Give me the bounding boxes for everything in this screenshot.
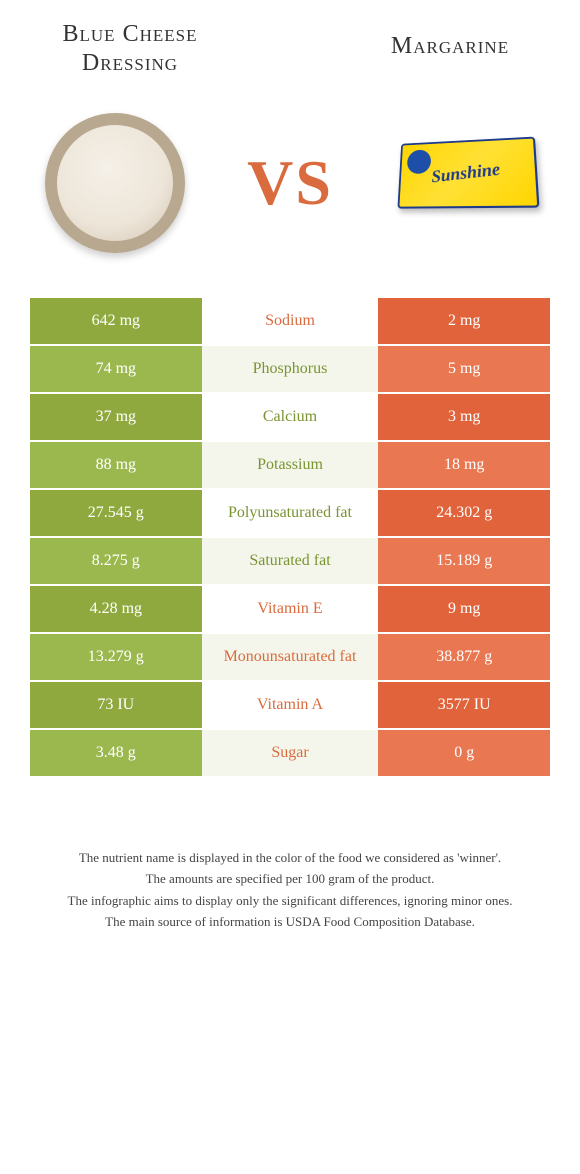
- table-row: 73 IUVitamin A3577 IU: [30, 681, 550, 729]
- vs-label: VS: [247, 146, 333, 220]
- margarine-icon: Sunshine: [396, 136, 541, 229]
- nutrient-label: Vitamin A: [202, 681, 379, 729]
- table-row: 37 mgCalcium3 mg: [30, 393, 550, 441]
- nutrition-table: 642 mgSodium2 mg74 mgPhosphorus5 mg37 mg…: [30, 298, 550, 778]
- food-image-left: [40, 108, 190, 258]
- table-row: 27.545 gPolyunsaturated fat24.302 g: [30, 489, 550, 537]
- table-row: 13.279 gMonounsaturated fat38.877 g: [30, 633, 550, 681]
- nutrient-label: Saturated fat: [202, 537, 379, 585]
- value-left: 4.28 mg: [30, 585, 202, 633]
- title-right-text: Margarine: [391, 33, 509, 59]
- footnote-line: The infographic aims to display only the…: [40, 891, 540, 911]
- nutrient-label: Sugar: [202, 729, 379, 777]
- nutrient-label: Polyunsaturated fat: [202, 489, 379, 537]
- value-right: 9 mg: [378, 585, 550, 633]
- value-right: 0 g: [378, 729, 550, 777]
- images-row: VS Sunshine: [30, 108, 550, 258]
- value-left: 74 mg: [30, 345, 202, 393]
- header: Blue Cheese Dressing Margarine: [30, 20, 550, 78]
- table-row: 88 mgPotassium18 mg: [30, 441, 550, 489]
- table-row: 4.28 mgVitamin E9 mg: [30, 585, 550, 633]
- nutrient-label: Phosphorus: [202, 345, 379, 393]
- footnote-line: The main source of information is USDA F…: [40, 912, 540, 932]
- value-left: 3.48 g: [30, 729, 202, 777]
- nutrient-label: Vitamin E: [202, 585, 379, 633]
- bowl-icon: [45, 113, 185, 253]
- nutrient-label: Potassium: [202, 441, 379, 489]
- value-right: 18 mg: [378, 441, 550, 489]
- table-row: 74 mgPhosphorus5 mg: [30, 345, 550, 393]
- value-left: 642 mg: [30, 298, 202, 345]
- table-row: 8.275 gSaturated fat15.189 g: [30, 537, 550, 585]
- footnote-line: The nutrient name is displayed in the co…: [40, 848, 540, 868]
- table-row: 642 mgSodium2 mg: [30, 298, 550, 345]
- value-left: 37 mg: [30, 393, 202, 441]
- table-row: 3.48 gSugar0 g: [30, 729, 550, 777]
- value-right: 5 mg: [378, 345, 550, 393]
- nutrient-label: Calcium: [202, 393, 379, 441]
- title-left-line2: Dressing: [82, 50, 178, 76]
- footnotes: The nutrient name is displayed in the co…: [30, 848, 550, 932]
- title-left: Blue Cheese Dressing: [30, 20, 230, 78]
- value-left: 88 mg: [30, 441, 202, 489]
- value-right: 2 mg: [378, 298, 550, 345]
- title-right: Margarine: [350, 20, 550, 61]
- value-left: 73 IU: [30, 681, 202, 729]
- value-right: 15.189 g: [378, 537, 550, 585]
- food-image-right: Sunshine: [390, 108, 540, 258]
- value-left: 27.545 g: [30, 489, 202, 537]
- value-left: 8.275 g: [30, 537, 202, 585]
- value-right: 3577 IU: [378, 681, 550, 729]
- title-left-line1: Blue Cheese: [63, 21, 198, 47]
- value-right: 24.302 g: [378, 489, 550, 537]
- margarine-brand: Sunshine: [431, 159, 501, 187]
- value-left: 13.279 g: [30, 633, 202, 681]
- value-right: 38.877 g: [378, 633, 550, 681]
- nutrient-label: Sodium: [202, 298, 379, 345]
- nutrient-label: Monounsaturated fat: [202, 633, 379, 681]
- footnote-line: The amounts are specified per 100 gram o…: [40, 869, 540, 889]
- value-right: 3 mg: [378, 393, 550, 441]
